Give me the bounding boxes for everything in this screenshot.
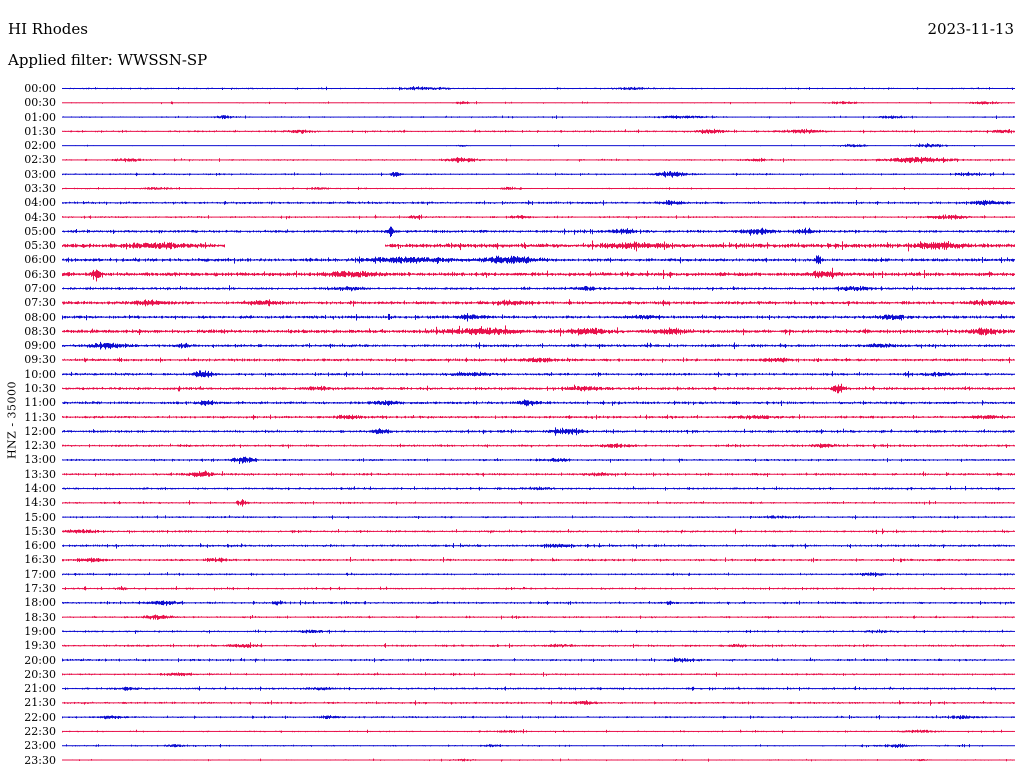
helicorder-page: HI Rhodes 2023-11-13 Applied filter: WWS… — [0, 0, 1024, 780]
seismogram-traces-canvas — [0, 0, 1024, 780]
